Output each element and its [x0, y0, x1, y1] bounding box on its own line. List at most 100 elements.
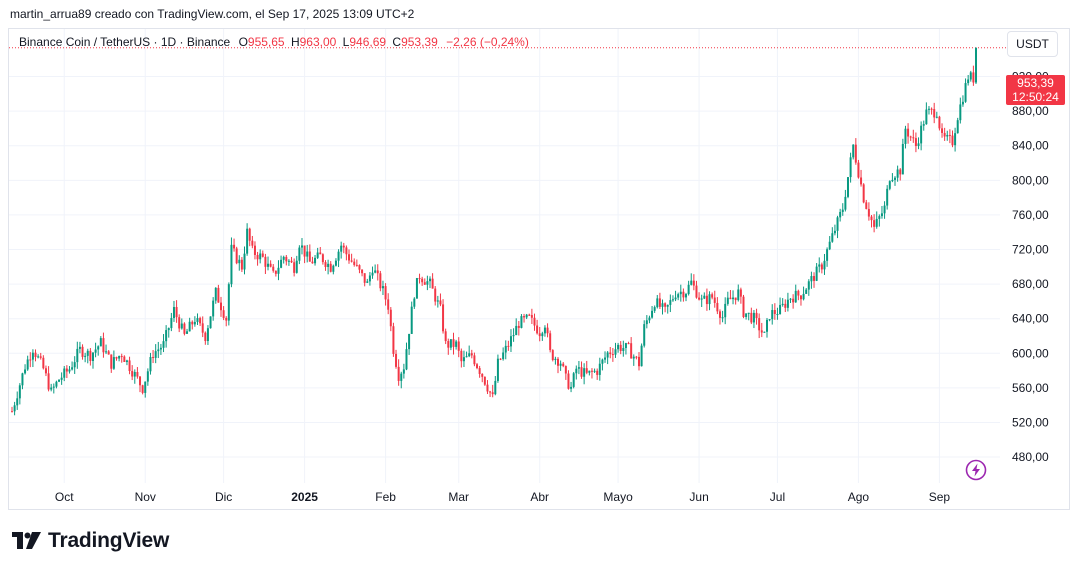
candle — [862, 183, 865, 204]
candle-body — [815, 266, 818, 281]
candle — [596, 368, 599, 380]
candle — [961, 95, 964, 107]
candle — [16, 391, 19, 410]
candle-body — [115, 357, 118, 359]
lightning-icon[interactable] — [965, 459, 987, 481]
candle-body — [630, 343, 633, 359]
candle — [883, 201, 886, 219]
candle-body — [408, 333, 411, 350]
candle-body — [240, 259, 243, 270]
candle-body — [927, 108, 930, 110]
time-tick-label: Feb — [375, 490, 396, 504]
low-value: 946,69 — [349, 35, 387, 49]
candle-body — [938, 116, 941, 129]
candle — [308, 244, 311, 262]
candle-body — [162, 341, 165, 348]
candle-body — [794, 290, 797, 303]
candle — [758, 313, 761, 339]
candle-body — [914, 138, 917, 146]
candle — [933, 102, 936, 124]
candle — [517, 320, 520, 336]
candle-body — [26, 359, 29, 370]
candle — [178, 314, 181, 333]
candle-body — [253, 245, 256, 255]
candle-body — [779, 304, 782, 315]
candle — [42, 355, 45, 370]
candle-body — [745, 313, 748, 317]
candle-body — [157, 349, 160, 352]
candle-body — [269, 263, 272, 267]
candle — [927, 106, 930, 115]
candle — [585, 360, 588, 375]
candle-body — [690, 280, 693, 285]
candle — [73, 356, 76, 374]
candle — [324, 260, 327, 271]
candle-body — [873, 220, 876, 227]
candle — [491, 384, 494, 398]
candle — [251, 235, 254, 249]
candle-body — [468, 353, 471, 357]
candle-body — [212, 300, 215, 317]
candle-body — [818, 264, 821, 267]
candle — [614, 342, 617, 358]
candle — [901, 138, 904, 175]
candle-body — [154, 351, 157, 358]
candle — [575, 365, 578, 380]
candle-body — [846, 177, 849, 197]
tradingview-logo[interactable]: TradingView — [12, 529, 169, 553]
candle — [180, 318, 183, 330]
candle-body — [716, 302, 719, 312]
symbol-name[interactable]: Binance Coin / TetherUS · 1D · Binance — [19, 35, 231, 49]
candle — [737, 284, 740, 302]
candle — [969, 70, 972, 82]
candle-body — [512, 335, 515, 337]
candle — [941, 123, 944, 138]
candle — [81, 344, 84, 360]
candle — [700, 294, 703, 307]
candle-body — [758, 318, 761, 331]
candle — [264, 253, 267, 275]
candle-body — [110, 354, 113, 369]
candle — [298, 245, 301, 265]
candle-body — [883, 205, 886, 214]
candle-body — [718, 311, 721, 318]
candle-body — [476, 364, 479, 369]
candle-body — [692, 280, 695, 286]
candle-body — [97, 346, 100, 350]
candle — [355, 259, 358, 267]
candle — [374, 264, 377, 274]
candle-body — [222, 310, 225, 318]
candle-body — [170, 318, 173, 329]
candle-body — [640, 345, 643, 367]
candle — [836, 215, 839, 239]
candle — [677, 292, 680, 301]
candle-body — [517, 325, 520, 328]
candle — [857, 159, 860, 179]
candle-body — [792, 298, 795, 303]
candle-body — [820, 264, 823, 270]
candle-body — [303, 245, 306, 257]
candle-body — [687, 284, 690, 295]
candle-body — [648, 317, 651, 321]
candle-body — [724, 303, 727, 318]
candle — [431, 273, 434, 289]
candle-body — [922, 124, 925, 126]
candle-body — [128, 360, 131, 371]
candle-body — [274, 270, 277, 274]
candle — [387, 293, 390, 315]
candle — [204, 331, 207, 345]
candle — [551, 349, 554, 362]
candle — [658, 292, 661, 310]
candle-body — [131, 370, 134, 377]
candle-body — [204, 332, 207, 342]
candle-body — [750, 312, 753, 323]
candle — [572, 371, 575, 389]
candle-body — [209, 316, 212, 329]
time-tick-label: Mar — [448, 490, 469, 504]
currency-button[interactable]: USDT — [1007, 31, 1058, 57]
candle — [713, 290, 716, 308]
candle — [601, 358, 604, 371]
candle — [523, 313, 526, 323]
candle-body — [956, 120, 959, 134]
